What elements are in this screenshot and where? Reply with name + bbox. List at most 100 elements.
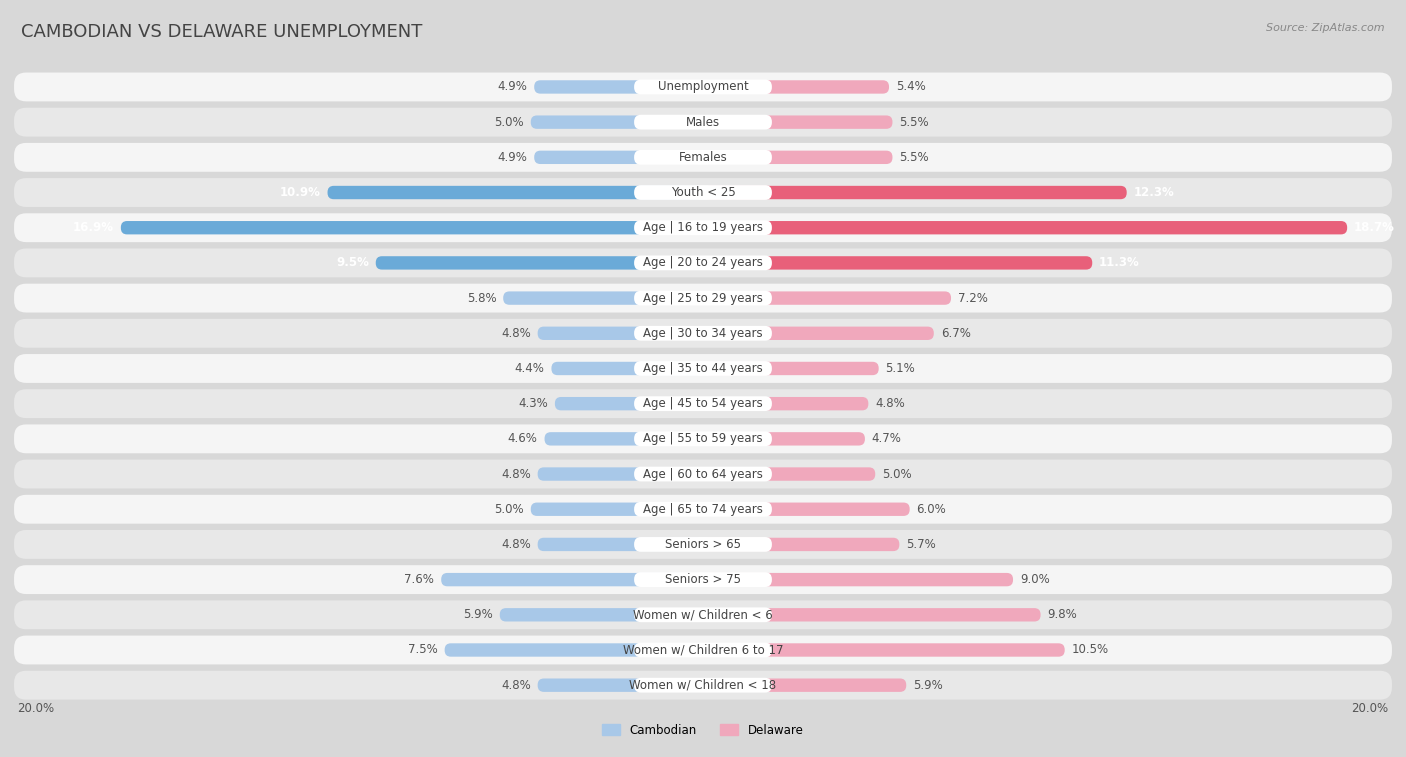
- Text: Males: Males: [686, 116, 720, 129]
- FancyBboxPatch shape: [703, 678, 907, 692]
- FancyBboxPatch shape: [121, 221, 703, 235]
- FancyBboxPatch shape: [703, 256, 1092, 269]
- Text: 5.5%: 5.5%: [900, 116, 929, 129]
- FancyBboxPatch shape: [703, 185, 1126, 199]
- FancyBboxPatch shape: [703, 116, 893, 129]
- FancyBboxPatch shape: [14, 565, 1392, 594]
- Text: 4.6%: 4.6%: [508, 432, 537, 445]
- FancyBboxPatch shape: [634, 678, 772, 693]
- FancyBboxPatch shape: [537, 326, 703, 340]
- FancyBboxPatch shape: [634, 150, 772, 165]
- Text: 4.9%: 4.9%: [498, 80, 527, 93]
- Text: 7.2%: 7.2%: [957, 291, 988, 304]
- Text: 9.8%: 9.8%: [1047, 609, 1077, 621]
- Text: 7.6%: 7.6%: [405, 573, 434, 586]
- FancyBboxPatch shape: [14, 636, 1392, 665]
- FancyBboxPatch shape: [14, 600, 1392, 629]
- FancyBboxPatch shape: [703, 362, 879, 375]
- Text: 5.4%: 5.4%: [896, 80, 925, 93]
- FancyBboxPatch shape: [634, 291, 772, 306]
- FancyBboxPatch shape: [634, 326, 772, 341]
- Text: Age | 16 to 19 years: Age | 16 to 19 years: [643, 221, 763, 234]
- FancyBboxPatch shape: [544, 432, 703, 446]
- Text: 4.8%: 4.8%: [875, 397, 905, 410]
- Legend: Cambodian, Delaware: Cambodian, Delaware: [598, 719, 808, 742]
- FancyBboxPatch shape: [375, 256, 703, 269]
- FancyBboxPatch shape: [503, 291, 703, 305]
- FancyBboxPatch shape: [703, 151, 893, 164]
- FancyBboxPatch shape: [634, 115, 772, 129]
- Text: 4.9%: 4.9%: [498, 151, 527, 164]
- FancyBboxPatch shape: [634, 572, 772, 587]
- FancyBboxPatch shape: [444, 643, 703, 656]
- FancyBboxPatch shape: [14, 73, 1392, 101]
- Text: 4.4%: 4.4%: [515, 362, 544, 375]
- Text: Women w/ Children < 6: Women w/ Children < 6: [633, 609, 773, 621]
- FancyBboxPatch shape: [14, 459, 1392, 488]
- FancyBboxPatch shape: [634, 607, 772, 622]
- Text: 16.9%: 16.9%: [73, 221, 114, 234]
- FancyBboxPatch shape: [703, 291, 950, 305]
- Text: 4.8%: 4.8%: [501, 327, 531, 340]
- FancyBboxPatch shape: [634, 185, 772, 200]
- Text: 5.8%: 5.8%: [467, 291, 496, 304]
- Text: Age | 30 to 34 years: Age | 30 to 34 years: [643, 327, 763, 340]
- Text: 6.0%: 6.0%: [917, 503, 946, 516]
- FancyBboxPatch shape: [634, 396, 772, 411]
- Text: Age | 25 to 29 years: Age | 25 to 29 years: [643, 291, 763, 304]
- Text: CAMBODIAN VS DELAWARE UNEMPLOYMENT: CAMBODIAN VS DELAWARE UNEMPLOYMENT: [21, 23, 422, 41]
- Text: 20.0%: 20.0%: [1351, 702, 1389, 715]
- Text: 5.0%: 5.0%: [882, 468, 911, 481]
- Text: 6.7%: 6.7%: [941, 327, 970, 340]
- FancyBboxPatch shape: [537, 537, 703, 551]
- Text: 5.9%: 5.9%: [463, 609, 494, 621]
- FancyBboxPatch shape: [634, 431, 772, 446]
- FancyBboxPatch shape: [634, 79, 772, 95]
- FancyBboxPatch shape: [441, 573, 703, 587]
- Text: Age | 20 to 24 years: Age | 20 to 24 years: [643, 257, 763, 269]
- FancyBboxPatch shape: [703, 326, 934, 340]
- Text: 5.0%: 5.0%: [495, 116, 524, 129]
- Text: Age | 45 to 54 years: Age | 45 to 54 years: [643, 397, 763, 410]
- FancyBboxPatch shape: [703, 537, 900, 551]
- FancyBboxPatch shape: [634, 220, 772, 235]
- FancyBboxPatch shape: [14, 671, 1392, 699]
- Text: Unemployment: Unemployment: [658, 80, 748, 93]
- FancyBboxPatch shape: [14, 213, 1392, 242]
- FancyBboxPatch shape: [14, 248, 1392, 277]
- FancyBboxPatch shape: [14, 319, 1392, 347]
- Text: 5.9%: 5.9%: [912, 679, 943, 692]
- Text: 18.7%: 18.7%: [1354, 221, 1395, 234]
- FancyBboxPatch shape: [14, 425, 1392, 453]
- Text: Age | 55 to 59 years: Age | 55 to 59 years: [643, 432, 763, 445]
- FancyBboxPatch shape: [14, 354, 1392, 383]
- Text: 9.5%: 9.5%: [336, 257, 368, 269]
- FancyBboxPatch shape: [634, 256, 772, 270]
- Text: Source: ZipAtlas.com: Source: ZipAtlas.com: [1267, 23, 1385, 33]
- Text: 12.3%: 12.3%: [1133, 186, 1174, 199]
- FancyBboxPatch shape: [634, 361, 772, 376]
- FancyBboxPatch shape: [634, 502, 772, 516]
- FancyBboxPatch shape: [703, 80, 889, 94]
- Text: Age | 65 to 74 years: Age | 65 to 74 years: [643, 503, 763, 516]
- Text: 4.8%: 4.8%: [501, 538, 531, 551]
- FancyBboxPatch shape: [14, 107, 1392, 136]
- Text: Women w/ Children 6 to 17: Women w/ Children 6 to 17: [623, 643, 783, 656]
- Text: 10.5%: 10.5%: [1071, 643, 1109, 656]
- FancyBboxPatch shape: [14, 495, 1392, 524]
- Text: 5.1%: 5.1%: [886, 362, 915, 375]
- Text: Age | 35 to 44 years: Age | 35 to 44 years: [643, 362, 763, 375]
- Text: 5.5%: 5.5%: [900, 151, 929, 164]
- Text: Youth < 25: Youth < 25: [671, 186, 735, 199]
- Text: 7.5%: 7.5%: [408, 643, 437, 656]
- FancyBboxPatch shape: [534, 80, 703, 94]
- FancyBboxPatch shape: [14, 530, 1392, 559]
- FancyBboxPatch shape: [703, 397, 869, 410]
- Text: Seniors > 75: Seniors > 75: [665, 573, 741, 586]
- Text: 5.0%: 5.0%: [495, 503, 524, 516]
- FancyBboxPatch shape: [634, 537, 772, 552]
- Text: 4.8%: 4.8%: [501, 679, 531, 692]
- FancyBboxPatch shape: [537, 467, 703, 481]
- FancyBboxPatch shape: [634, 643, 772, 657]
- Text: 9.0%: 9.0%: [1019, 573, 1050, 586]
